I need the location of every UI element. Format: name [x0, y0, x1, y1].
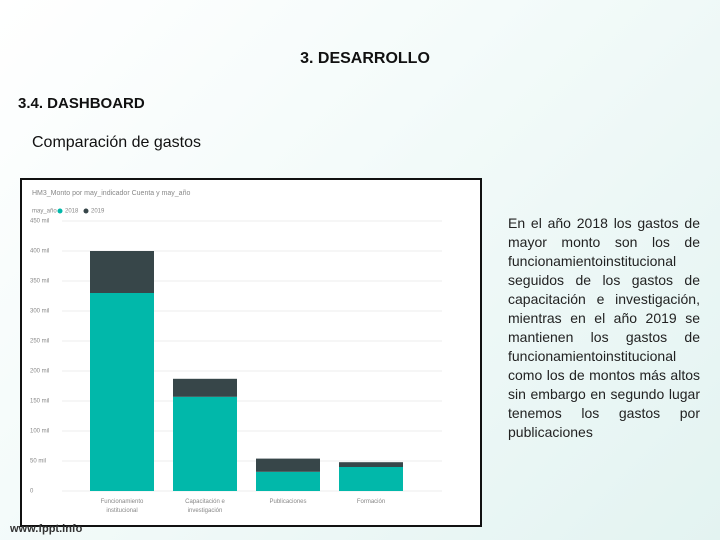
y-tick-label: 50 mil [30, 459, 46, 465]
x-tick-label: Capacitación e investigación [185, 499, 225, 514]
x-tick-label: Publicaciones [269, 499, 307, 505]
y-tick-label: 400 mil [30, 249, 49, 255]
heading: 3. DESARROLLO [300, 50, 430, 67]
section-title: 3.4. DASHBOARD [18, 95, 145, 112]
y-tick-label: 200 mil [30, 369, 49, 375]
y-tick-label: 150 mil [30, 399, 49, 405]
y-tick-label: 450 mil [30, 219, 49, 225]
subtitle: Comparación de gastos [32, 134, 201, 151]
legend-label: 2019 [91, 209, 105, 215]
bar-segment [339, 462, 403, 467]
bar-segment [173, 396, 237, 491]
bar-segment [90, 251, 154, 293]
bar-segment [90, 293, 154, 491]
y-tick-label: 300 mil [30, 309, 49, 315]
x-tick-label: Funcionamiento institucional [100, 499, 144, 514]
y-tick-label: 0 [30, 489, 34, 495]
chart-title: HM3_Monto por may_indicador Cuenta y may… [32, 190, 190, 197]
y-tick-label: 250 mil [30, 339, 49, 345]
legend-title: may_año [32, 209, 57, 215]
legend-swatch [83, 208, 89, 214]
y-tick-label: 350 mil [30, 279, 49, 285]
chart: HM3_Monto por may_indicador Cuenta y may… [30, 190, 442, 495]
bar-segment [256, 471, 320, 491]
legend-swatch [57, 208, 63, 214]
paragraph: En el año 2018 los gastos de mayor monto… [508, 215, 700, 440]
y-tick-label: 100 mil [30, 429, 49, 435]
chart-frame: HM3_Monto por may_indicador Cuenta y may… [20, 178, 482, 527]
footer: www.fppt.info [10, 523, 83, 535]
legend-label: 2018 [65, 209, 79, 215]
x-tick-label: Formación [356, 499, 386, 505]
bar-segment [339, 467, 403, 491]
bar-segment [173, 378, 237, 397]
bar-segment [256, 458, 320, 472]
